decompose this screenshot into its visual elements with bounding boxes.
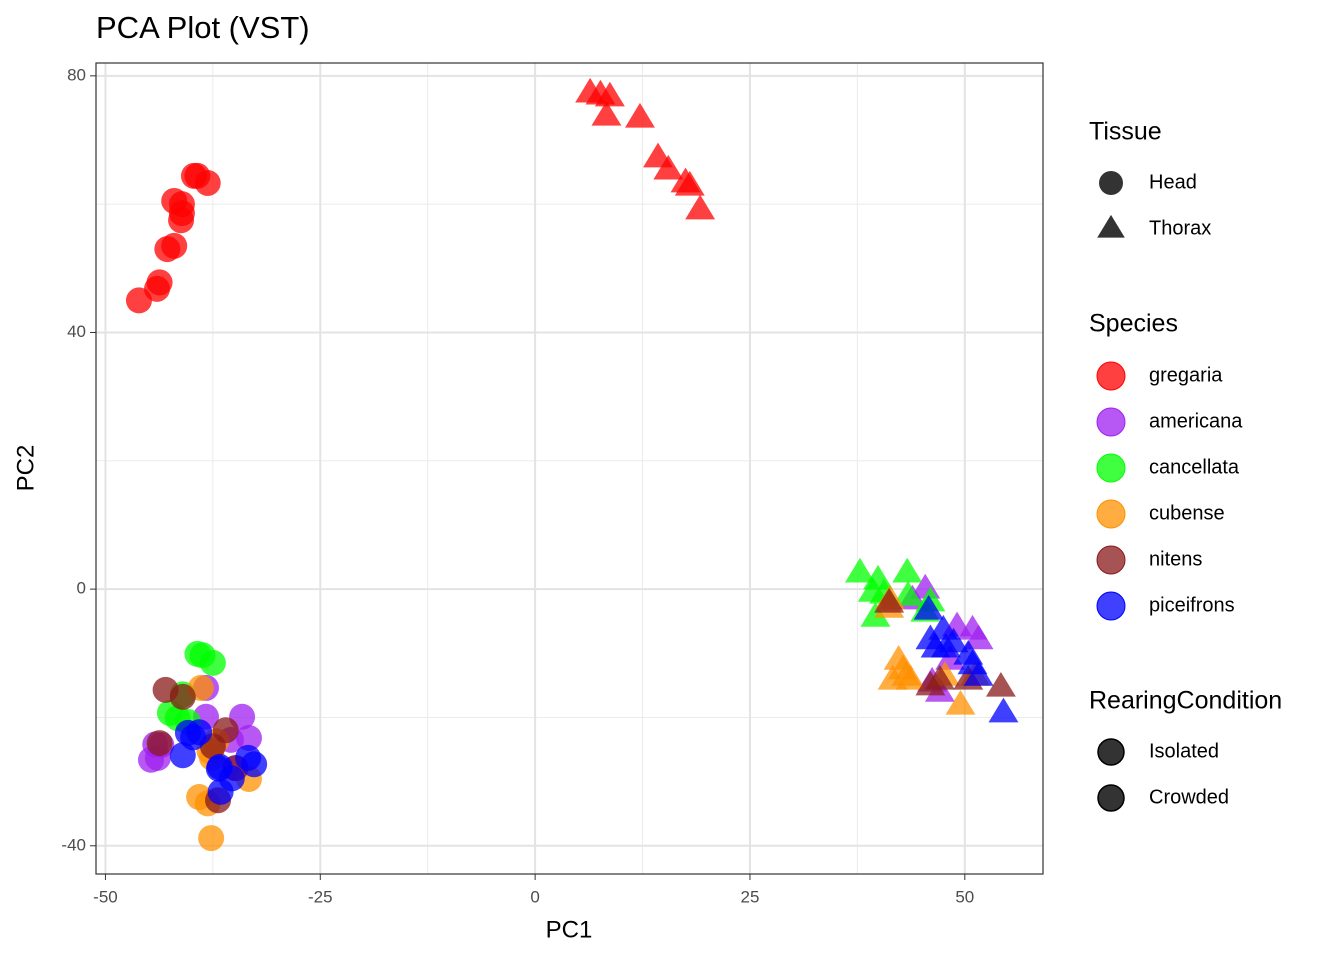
legend-key: [1096, 361, 1126, 391]
data-point: [169, 742, 196, 769]
legend-key: [1096, 591, 1126, 621]
y-axis-label: PC2: [12, 445, 39, 492]
data-point: [845, 557, 875, 583]
data-point: [146, 730, 173, 757]
y-tick-label: 80: [67, 65, 86, 84]
data-point: [168, 191, 195, 218]
legend-label: Head: [1149, 171, 1197, 193]
data-point: [963, 661, 994, 686]
data-point: [893, 580, 924, 606]
data-point: [169, 683, 196, 710]
legend-key: [1099, 171, 1123, 195]
legend-label: Crowded: [1149, 786, 1229, 808]
legend-title: Tissue: [1089, 118, 1162, 146]
legend-key: [1096, 499, 1126, 529]
data-point: [653, 154, 684, 180]
legend-label: nitens: [1149, 548, 1202, 570]
x-tick-label: 50: [955, 887, 974, 906]
x-tick-label: -50: [93, 887, 118, 906]
data-point: [161, 232, 188, 259]
data-point: [892, 557, 923, 583]
chart-title: PCA Plot (VST): [96, 10, 310, 45]
x-tick-label: -25: [308, 887, 333, 906]
y-tick-label: 0: [77, 579, 86, 598]
x-axis-label: PC1: [546, 916, 593, 943]
legend-key: [1096, 407, 1126, 437]
legend-key: [1097, 738, 1125, 766]
data-point: [199, 649, 226, 676]
y-tick-label: 40: [67, 322, 86, 341]
y-tick-label: -40: [61, 835, 86, 854]
data-point: [988, 697, 1019, 723]
legend-title: RearingCondition: [1089, 687, 1282, 715]
legend-key: [1097, 784, 1125, 812]
data-point: [146, 269, 173, 296]
data-point: [625, 102, 655, 128]
data-point: [924, 664, 955, 690]
legend-label: Thorax: [1149, 217, 1211, 239]
data-point: [674, 170, 705, 196]
data-point: [594, 81, 625, 107]
data-point: [928, 614, 959, 640]
legend-label: Isolated: [1149, 740, 1219, 762]
data-point: [891, 661, 922, 686]
legend-label: piceifrons: [1149, 594, 1235, 616]
data-point: [685, 194, 716, 220]
legend-label: americana: [1149, 410, 1243, 432]
data-point: [945, 689, 976, 715]
legend-label: gregaria: [1149, 364, 1223, 386]
data-point: [205, 755, 232, 782]
x-tick-label: 25: [741, 887, 760, 906]
data-point: [874, 587, 905, 613]
data-point: [963, 624, 994, 650]
legend-label: cubense: [1149, 502, 1225, 524]
plot-border: [95, 62, 1044, 875]
legend-key: [1096, 545, 1126, 575]
data-point: [860, 602, 891, 627]
data-point: [194, 169, 221, 196]
legend-key: [1097, 214, 1125, 238]
data-point: [938, 627, 969, 653]
data-point: [186, 719, 213, 746]
data-point: [591, 100, 622, 126]
x-tick-label: 0: [530, 887, 539, 906]
data-point: [241, 751, 268, 778]
legend-title: Species: [1089, 310, 1178, 338]
legend-key: [1096, 453, 1126, 483]
legend-label: cancellata: [1149, 456, 1240, 478]
data-point: [985, 671, 1016, 697]
data-point: [913, 594, 944, 620]
data-point: [198, 825, 225, 852]
